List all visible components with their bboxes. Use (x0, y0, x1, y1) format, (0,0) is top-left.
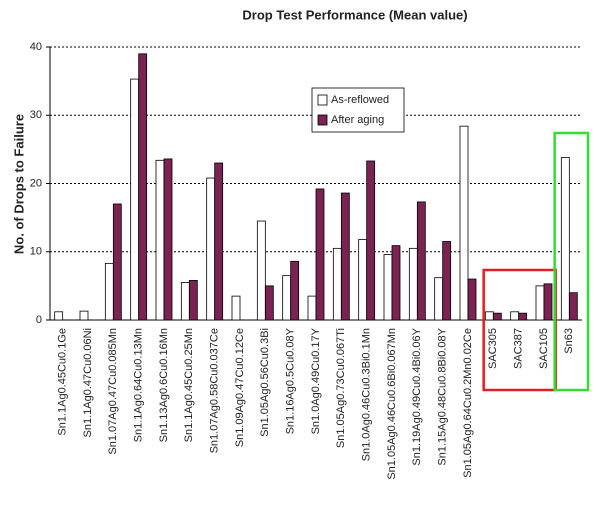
bar (467, 278, 477, 321)
bar (358, 239, 368, 321)
bar (315, 188, 325, 321)
y-tick-label: 0 (36, 314, 42, 326)
bar (206, 177, 216, 321)
bar (188, 280, 198, 321)
x-tick-label: Sn1.1Ag0.45Cu0.25Mn (183, 328, 195, 442)
x-tick-label: Sn1.1Ag0.64Cu0.13Mn (133, 328, 145, 442)
x-tick-label: Sn1.1Ag0.45Cu0.1Ge (57, 328, 69, 436)
highlight-box (553, 131, 590, 392)
bar (256, 220, 266, 321)
bar (332, 247, 342, 321)
y-tick-label: 40 (30, 41, 42, 53)
bar (510, 311, 520, 321)
bar (391, 245, 401, 321)
bar (163, 158, 173, 321)
bar (290, 260, 300, 321)
x-tick-label: Sn1.1Ag0.47Cu0.06Ni (82, 328, 94, 437)
chart-title: Drop Test Performance (Mean value) (242, 7, 467, 22)
bar (138, 53, 148, 321)
bar (180, 282, 190, 321)
x-tick-label: Sn63 (563, 328, 575, 354)
x-tick-label: Sn1.05Ag0.73Cu0.067Ti (335, 328, 347, 448)
x-tick-label: Sn1.16Ag0.5Cu0.08Y (285, 327, 297, 434)
bar (442, 241, 452, 321)
x-tick-label: SAC387 (513, 328, 525, 369)
x-tick-label: Sn1.05Ag0.46Cu0.6Bi0.067Mn (386, 328, 398, 480)
x-tick-label: Sn1.0Ag0.49Cu0.17Y (310, 327, 322, 434)
bar (535, 285, 545, 321)
y-axis-label: No. of Drops to Failure (11, 114, 26, 254)
bar (54, 311, 64, 321)
bar (518, 312, 528, 321)
legend-label: After aging (331, 114, 384, 126)
bar (79, 310, 89, 321)
bar (383, 254, 393, 321)
x-tick-label: SAC105 (538, 328, 550, 369)
bar (340, 192, 350, 321)
legend-label: As-reflowed (331, 94, 389, 106)
bar (307, 295, 317, 321)
bar (484, 311, 494, 321)
bar (214, 162, 224, 321)
bar (492, 312, 502, 321)
bar (408, 247, 418, 321)
bar (416, 201, 426, 321)
x-tick-label: Sn1.19Ag0.49Cu0.4Bi0.06Y (411, 327, 423, 465)
y-tick-label: 20 (30, 177, 42, 189)
y-tick-label: 10 (30, 246, 42, 258)
bar (155, 159, 165, 321)
x-tick-label: Sn1.15Ag0.48Cu0.8Bi0.08Y (437, 327, 449, 465)
x-tick-label: Sn1.05Ag0.64Cu0.2Mn0.02Ce (462, 328, 474, 478)
legend-swatch (317, 94, 328, 106)
x-tick-label: Sn1.13Ag0.6Cu0.16Mn (158, 328, 170, 442)
bar (543, 283, 553, 321)
bar (130, 78, 140, 321)
x-tick-label: Sn1.0Ag0.46Cu0.3Bi0.1Mn (361, 328, 373, 461)
x-tick-label: Sn1.09Ag0.47Cu0.12Ce (234, 328, 246, 447)
x-tick-label: SAC305 (487, 328, 499, 369)
x-tick-label: Sn1.07Ag0.58Cu0.037Ce (209, 328, 221, 453)
bar (459, 125, 469, 321)
bar (264, 285, 274, 321)
y-tick-label: 30 (30, 109, 42, 121)
bar (112, 203, 122, 321)
bar (434, 277, 444, 321)
x-tick-label: Sn1.05Ag0.56Cu0.3Bi (259, 328, 271, 437)
bar (231, 295, 241, 321)
legend-swatch (317, 114, 328, 126)
bar (366, 160, 376, 321)
bar (560, 157, 570, 321)
bar (282, 275, 292, 321)
x-tick-label: Sn1.07Ag0.47Cu0.085Mn (107, 328, 119, 455)
bar (104, 262, 114, 321)
bar (568, 292, 578, 321)
